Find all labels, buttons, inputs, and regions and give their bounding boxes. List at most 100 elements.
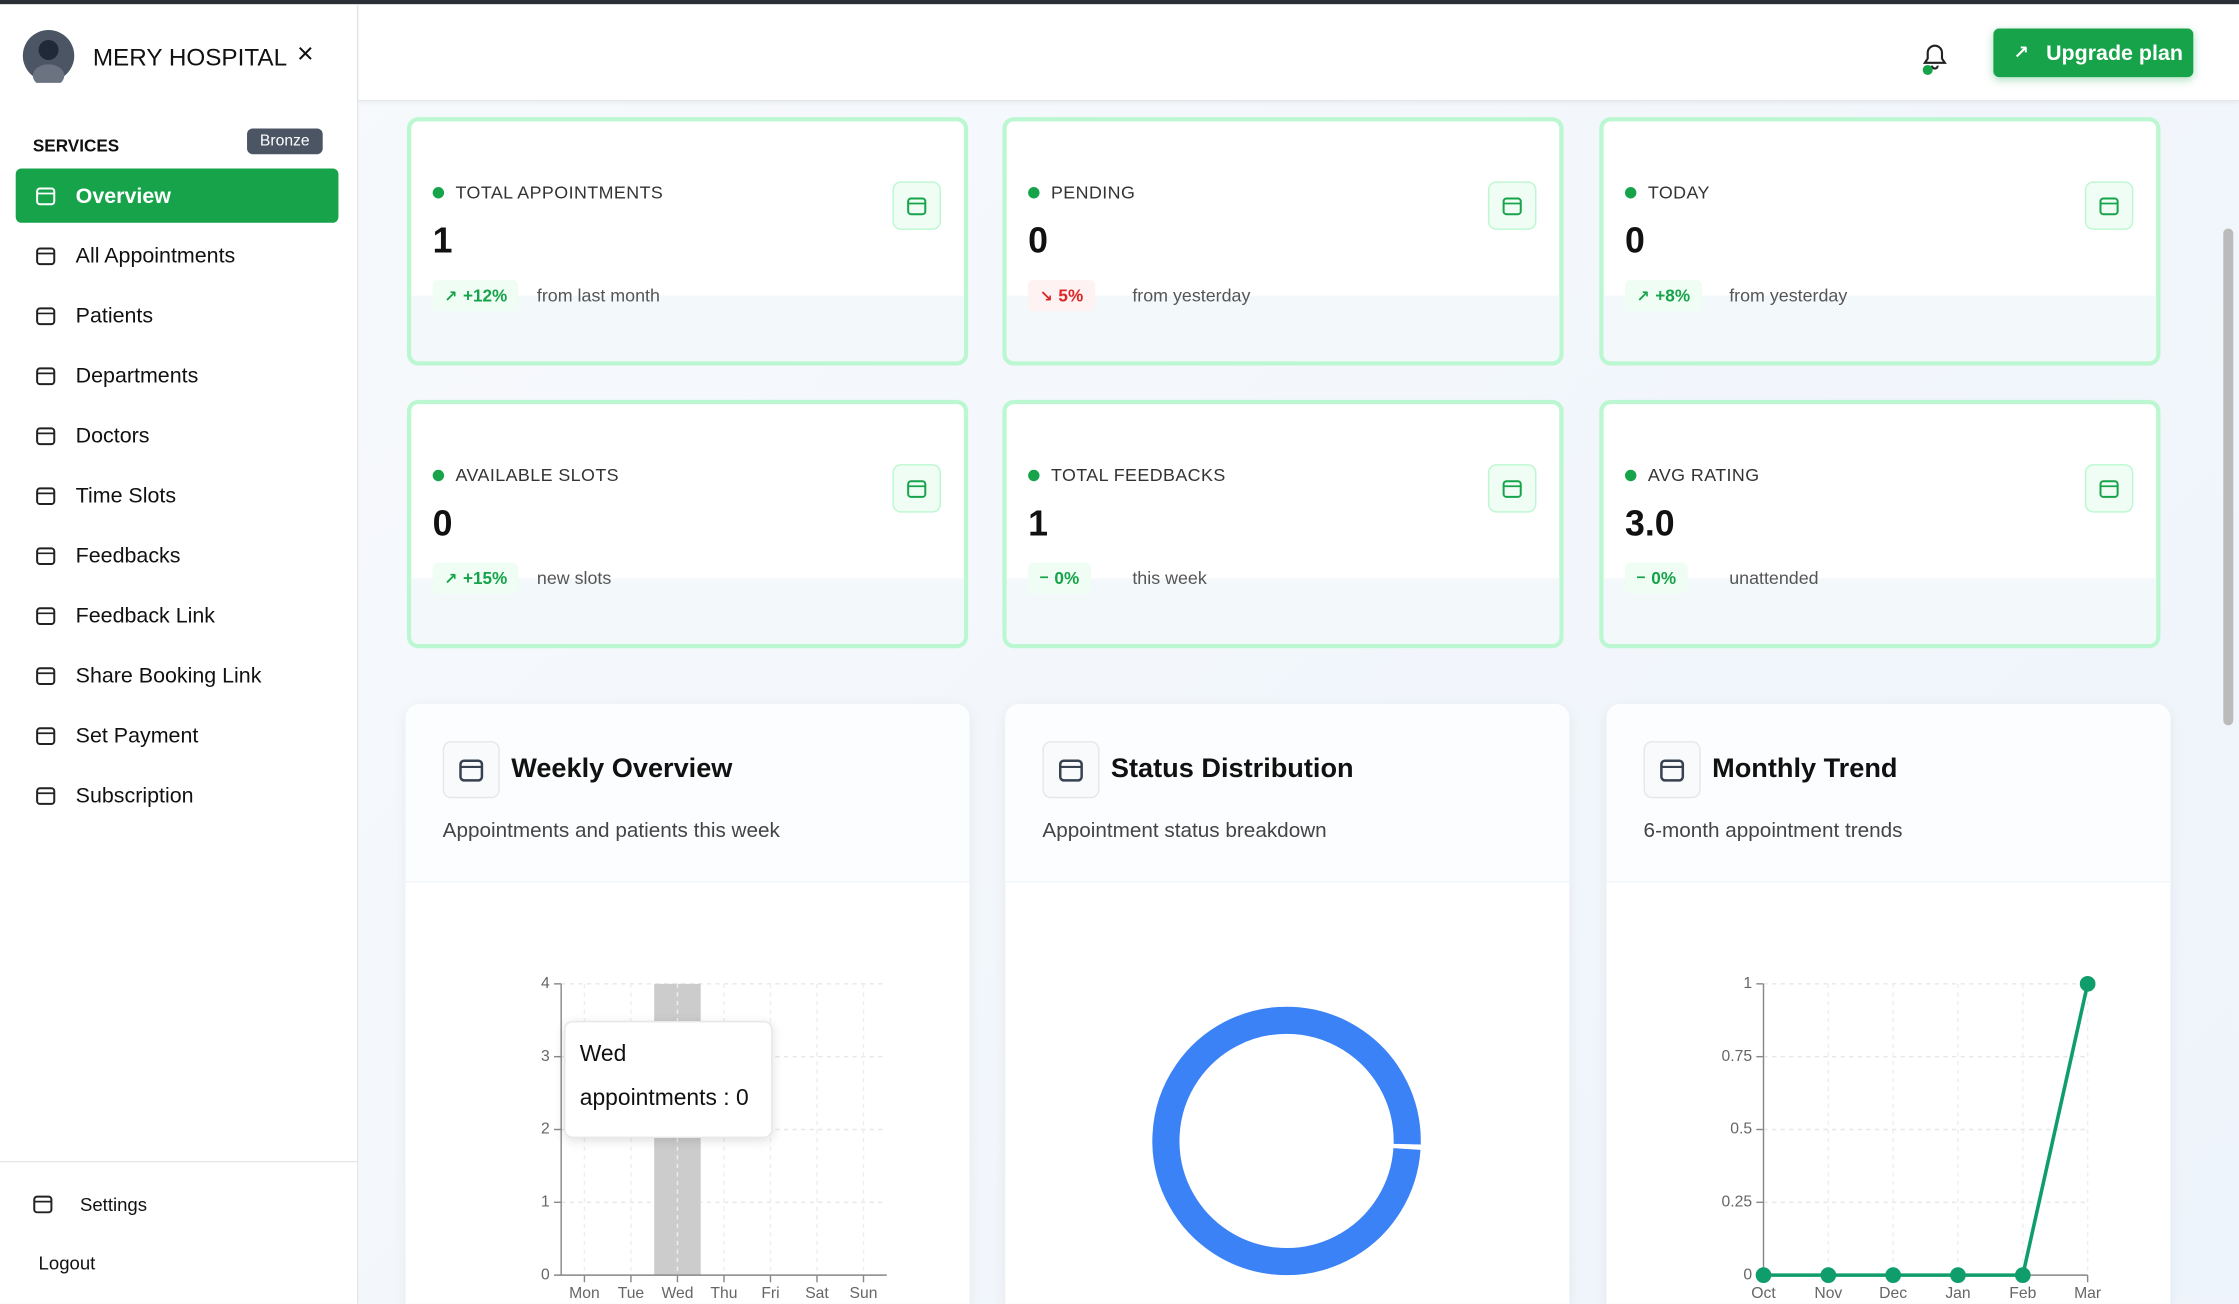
card-footer <box>1006 295 1560 362</box>
nav-item[interactable]: Doctors <box>16 408 339 462</box>
data-point <box>1755 1267 1772 1283</box>
icon <box>36 187 56 206</box>
nav-label: Feedback Link <box>75 603 215 628</box>
icon <box>1502 197 1522 216</box>
y-tick-label: 4 <box>541 975 550 992</box>
nav-label: Doctors <box>75 423 150 448</box>
x-tick-label: Feb <box>2009 1285 2036 1302</box>
stat-label: TOTAL APPOINTMENTS <box>455 182 664 203</box>
footer-label: Logout <box>38 1252 96 1274</box>
stat-icon <box>2084 464 2134 513</box>
stat-label: PENDING <box>1050 182 1136 203</box>
stat-label: AVG RATING <box>1647 465 1760 486</box>
nav-label: Patients <box>75 303 154 328</box>
nav-item[interactable]: Overview <box>15 168 339 223</box>
nav-item[interactable]: Feedback Link <box>16 588 339 642</box>
tooltip-text: appointments : 0 <box>579 1086 749 1111</box>
y-tick-label: 0.5 <box>1730 1121 1752 1138</box>
y-tick-label: 2 <box>541 1121 550 1138</box>
stat-value: 0 <box>1028 221 1048 262</box>
x-tick-label: Sat <box>805 1285 829 1302</box>
nav-item[interactable]: Patients <box>16 288 339 342</box>
icon <box>36 547 56 566</box>
chart-subtitle: Appointments and patients this week <box>442 819 780 843</box>
status-dot <box>1624 187 1637 199</box>
x-tick-label: Mon <box>569 1285 600 1302</box>
icon-shape <box>36 487 56 506</box>
nav-label: Departments <box>75 363 199 388</box>
stat-value: 1 <box>432 221 453 262</box>
stat-icon <box>892 464 942 513</box>
trend-arrow: ↗ <box>444 287 458 305</box>
nav-item[interactable]: Departments <box>16 348 339 402</box>
chart <box>1152 1006 1421 1276</box>
stat-value: 1 <box>1028 504 1048 545</box>
x-tick-label: Nov <box>1814 1285 1842 1302</box>
icon-shape <box>36 427 56 446</box>
icon-shape <box>36 607 56 626</box>
upgrade-button[interactable]: ↗ Upgrade plan <box>1993 28 2194 78</box>
stat-label: TOTAL FEEDBACKS <box>1050 465 1226 486</box>
trend-arrow: ↗ <box>1636 287 1650 305</box>
card-header-bg <box>405 703 970 883</box>
card-footer <box>1603 578 2157 644</box>
chart-subtitle: Appointment status breakdown <box>1042 819 1327 843</box>
icon <box>2099 480 2119 498</box>
nav-item[interactable]: All Appointments <box>16 228 339 282</box>
x-tick-label: Dec <box>1879 1285 1907 1302</box>
change-value: 0% <box>1651 568 1677 589</box>
icon-shape <box>36 547 56 566</box>
card-header-bg <box>1606 703 2171 883</box>
y-tick-label: 0.25 <box>1722 1193 1753 1210</box>
stat-label: TODAY <box>1647 182 1710 203</box>
icon <box>907 197 927 216</box>
nav-item[interactable]: Feedbacks <box>16 528 339 582</box>
close-button[interactable]: × <box>297 38 314 70</box>
stat-note: this week <box>1132 568 1207 589</box>
stat-value: 0 <box>432 504 453 545</box>
nav-item[interactable]: Time Slots <box>16 468 339 522</box>
nav-label: Feedbacks <box>75 543 181 568</box>
data-point <box>2079 975 2096 992</box>
trend-arrow: ↗ <box>444 570 458 588</box>
y-tick-label: 0 <box>541 1266 550 1283</box>
icon <box>1058 759 1083 782</box>
stat-card: TOTAL FEEDBACKS 1 −0% this week <box>1002 399 1564 649</box>
footer-item[interactable]: Logout <box>39 1252 96 1273</box>
x-tick-label: Mar <box>2074 1285 2101 1302</box>
stat-icon <box>2084 181 2134 230</box>
x-tick-label: Wed <box>661 1285 693 1302</box>
icon <box>36 607 56 626</box>
nav-item[interactable]: Subscription <box>16 768 339 822</box>
icon-shape <box>2099 480 2119 498</box>
donut-segment <box>1152 1006 1421 1276</box>
status-dot <box>432 187 445 199</box>
change-value: +15% <box>462 568 508 589</box>
icon-shape <box>36 187 56 206</box>
stat-note: from yesterday <box>1729 285 1848 306</box>
icon-shape <box>36 247 56 266</box>
chart-title: Monthly Trend <box>1712 753 1898 784</box>
icon <box>1660 759 1685 782</box>
nav-item[interactable]: Share Booking Link <box>16 648 339 702</box>
nav-item[interactable]: Set Payment <box>16 708 339 762</box>
chart-card: Monthly Trend 6-month appointment trends 0… <box>1606 703 2171 1304</box>
nav-label: Subscription <box>75 783 194 808</box>
chart: 0 0.25 0.5 0.75 1 Oct Nov Dec Jan Feb Mar <box>1722 975 2102 1302</box>
icon-shape <box>907 197 927 216</box>
icon <box>907 480 927 498</box>
notification-bell[interactable] <box>1919 39 1950 79</box>
status-dot <box>1028 187 1040 199</box>
stat-change: ↗ +12% <box>432 279 519 312</box>
data-point <box>1820 1267 1837 1283</box>
icon-shape <box>36 667 56 685</box>
trend-line <box>1763 983 2090 1277</box>
stat-card: TODAY 0 ↗ +8% from yesterday <box>1599 117 2161 366</box>
chart-card: Weekly Overview Appointments and patients… <box>405 703 970 1304</box>
stat-note: unattended <box>1729 568 1819 589</box>
stat-note: from yesterday <box>1132 285 1251 306</box>
stat-change: −0% <box>1624 562 1688 595</box>
footer-item[interactable]: Settings <box>31 1192 147 1215</box>
y-tick-label: 1 <box>1743 975 1752 992</box>
icon <box>36 727 56 745</box>
